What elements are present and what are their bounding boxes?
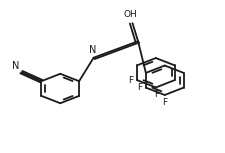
Text: F: F xyxy=(137,83,142,92)
Text: F: F xyxy=(128,76,133,85)
Text: OH: OH xyxy=(124,10,138,19)
Text: N: N xyxy=(90,45,97,56)
Text: N: N xyxy=(12,61,19,71)
Text: F: F xyxy=(163,98,168,107)
Text: F: F xyxy=(154,90,159,99)
